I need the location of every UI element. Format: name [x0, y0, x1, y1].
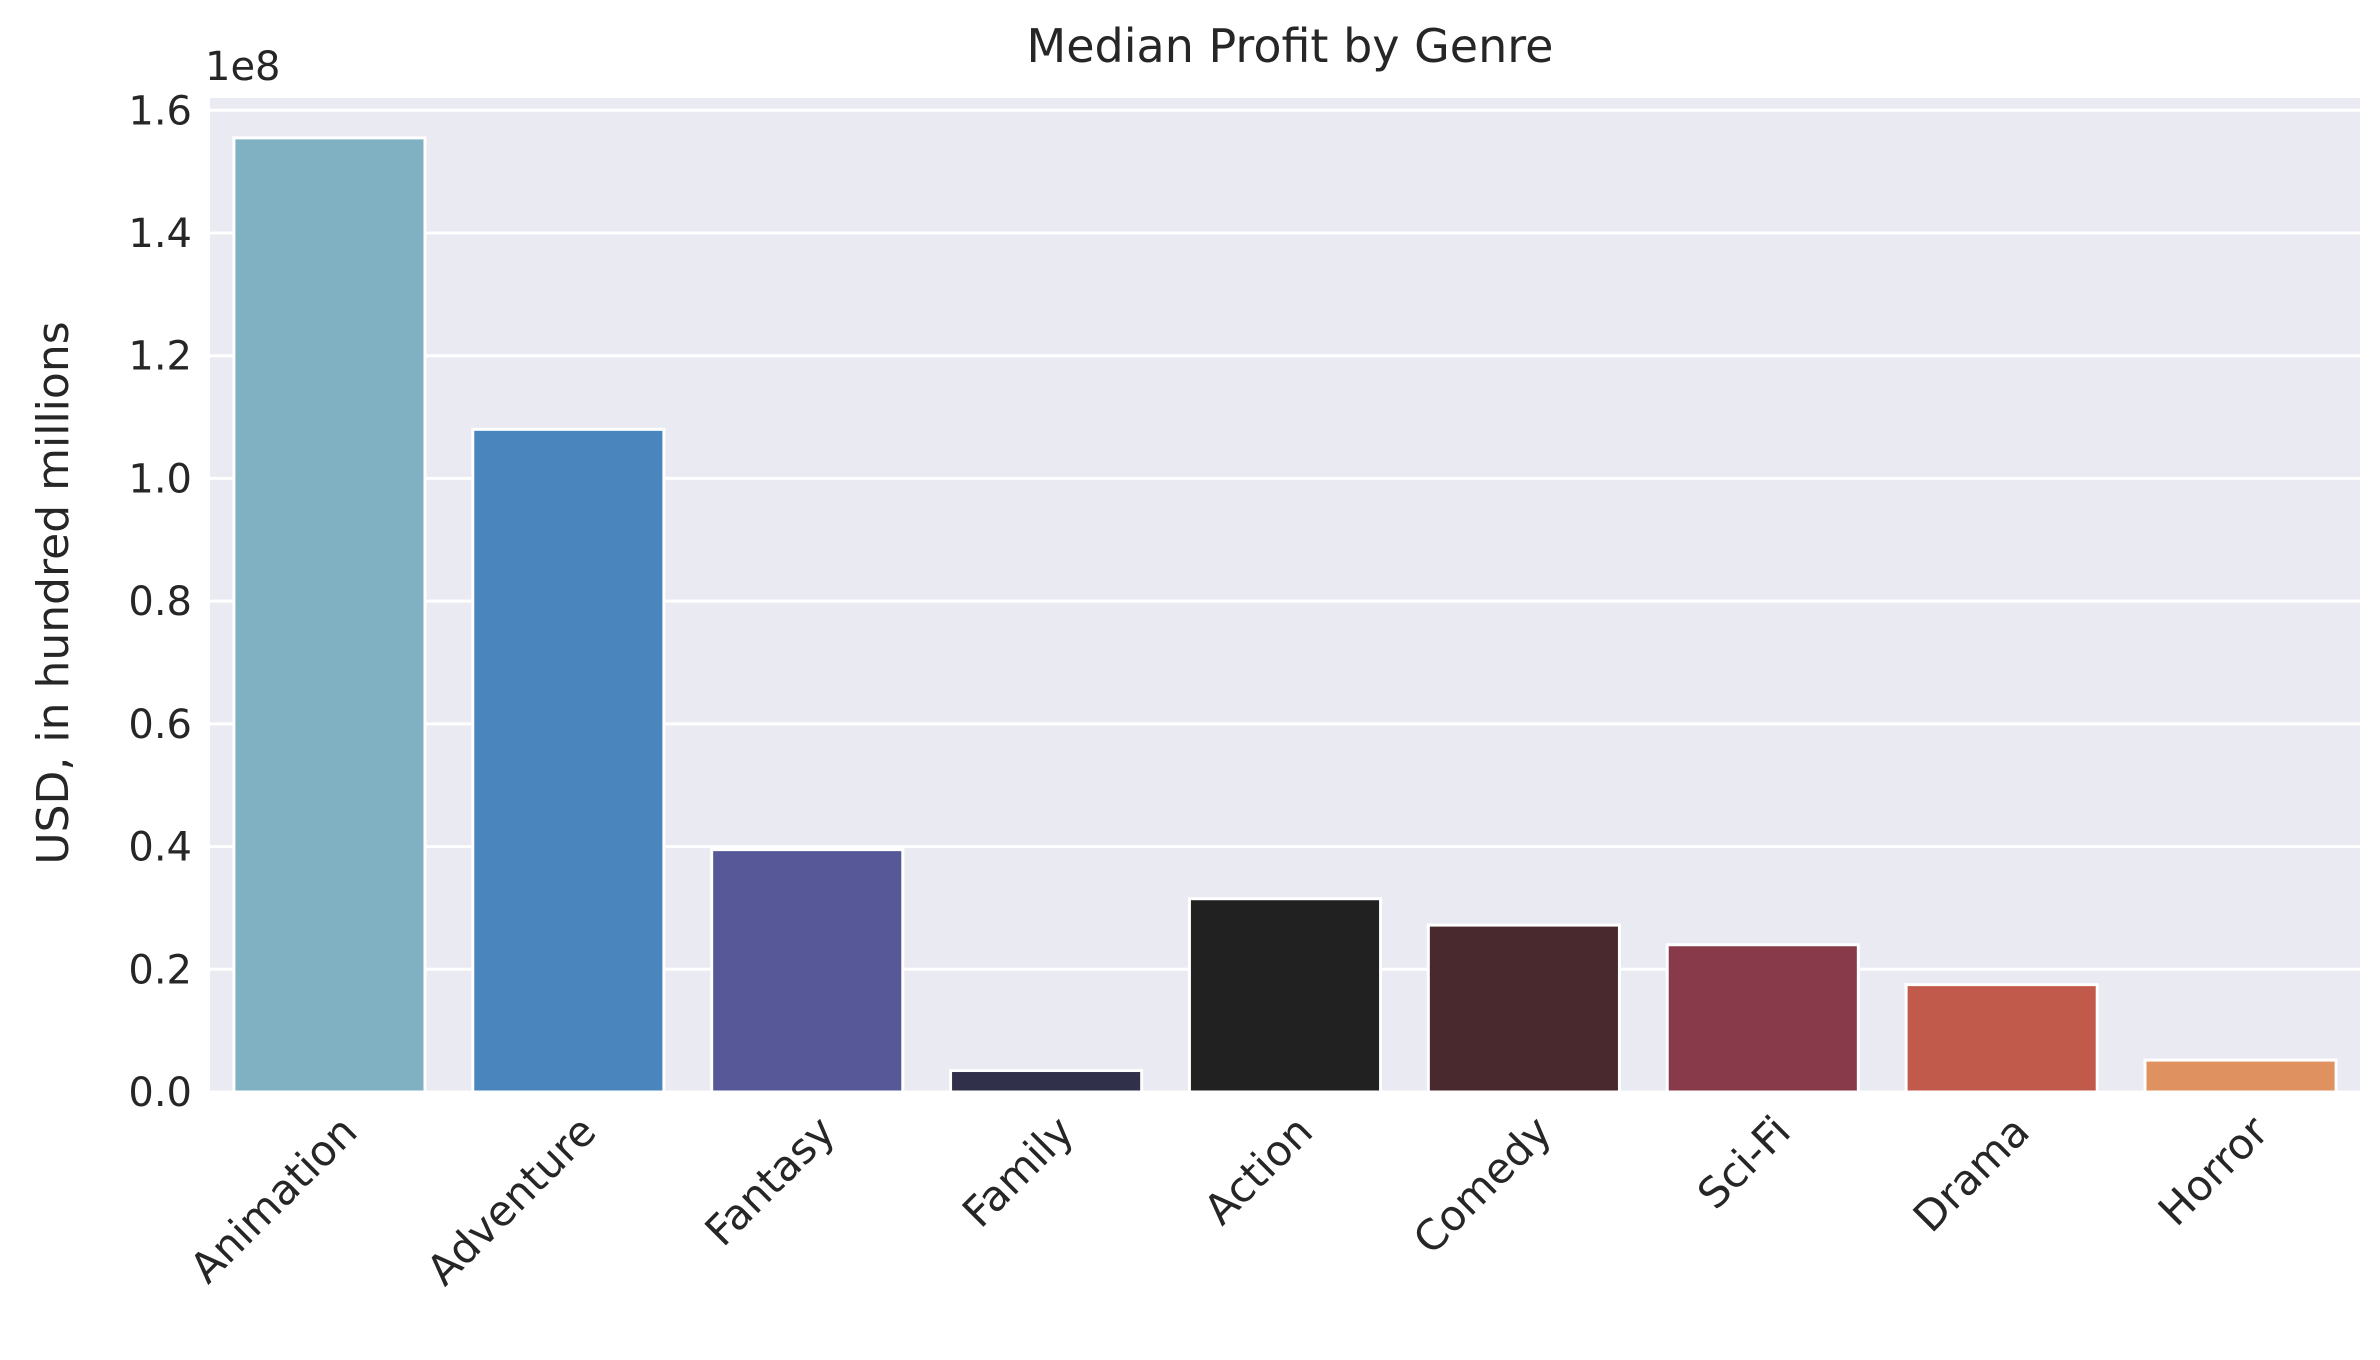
bar-horror [2143, 1058, 2338, 1094]
x-tick-label: Horror [2149, 1106, 2278, 1235]
y-tick-label: 0.4 [128, 825, 192, 871]
bar-drama [1904, 983, 2099, 1094]
bar-adventure [471, 427, 666, 1094]
y-axis-label: USD, in hundred millions [28, 321, 79, 864]
x-tick-label: Drama [1904, 1106, 2039, 1241]
chart-title: Median Profit by Genre [1027, 19, 1554, 73]
x-tick-label: Family [953, 1106, 1083, 1236]
bar-fantasy [710, 848, 905, 1094]
bars [232, 136, 2338, 1094]
x-tick-label: Animation [180, 1106, 366, 1292]
bar-family [949, 1069, 1144, 1094]
bar-action [1187, 897, 1383, 1094]
bar-sci-fi [1665, 943, 1860, 1094]
x-tick-label: Sci-Fi [1688, 1106, 1800, 1218]
y-tick-label: 1.0 [128, 456, 192, 502]
y-tick-label: 0.0 [128, 1070, 192, 1116]
bar-comedy [1426, 923, 1621, 1094]
x-tick-labels: Animation Adventure Fantasy Family Action Com… [180, 1106, 2278, 1295]
y-tick-label: 1.4 [128, 211, 192, 257]
x-tick-label: Fantasy [695, 1106, 844, 1255]
y-tick-label: 0.8 [128, 579, 192, 625]
y-tick-label: 0.2 [128, 947, 192, 993]
y-tick-labels: 0.0 0.2 0.4 0.6 0.8 1.0 1.2 1.4 1.6 [128, 88, 192, 1116]
x-tick-label: Action [1194, 1106, 1322, 1234]
x-tick-label: Adventure [417, 1106, 605, 1294]
y-tick-label: 1.2 [128, 334, 192, 380]
y-tick-label: 0.6 [128, 702, 192, 748]
bar-animation [232, 136, 427, 1094]
y-axis-offset-label: 1e8 [205, 44, 281, 90]
x-tick-label: Comedy [1404, 1106, 1561, 1263]
y-tick-label: 1.6 [128, 88, 192, 134]
